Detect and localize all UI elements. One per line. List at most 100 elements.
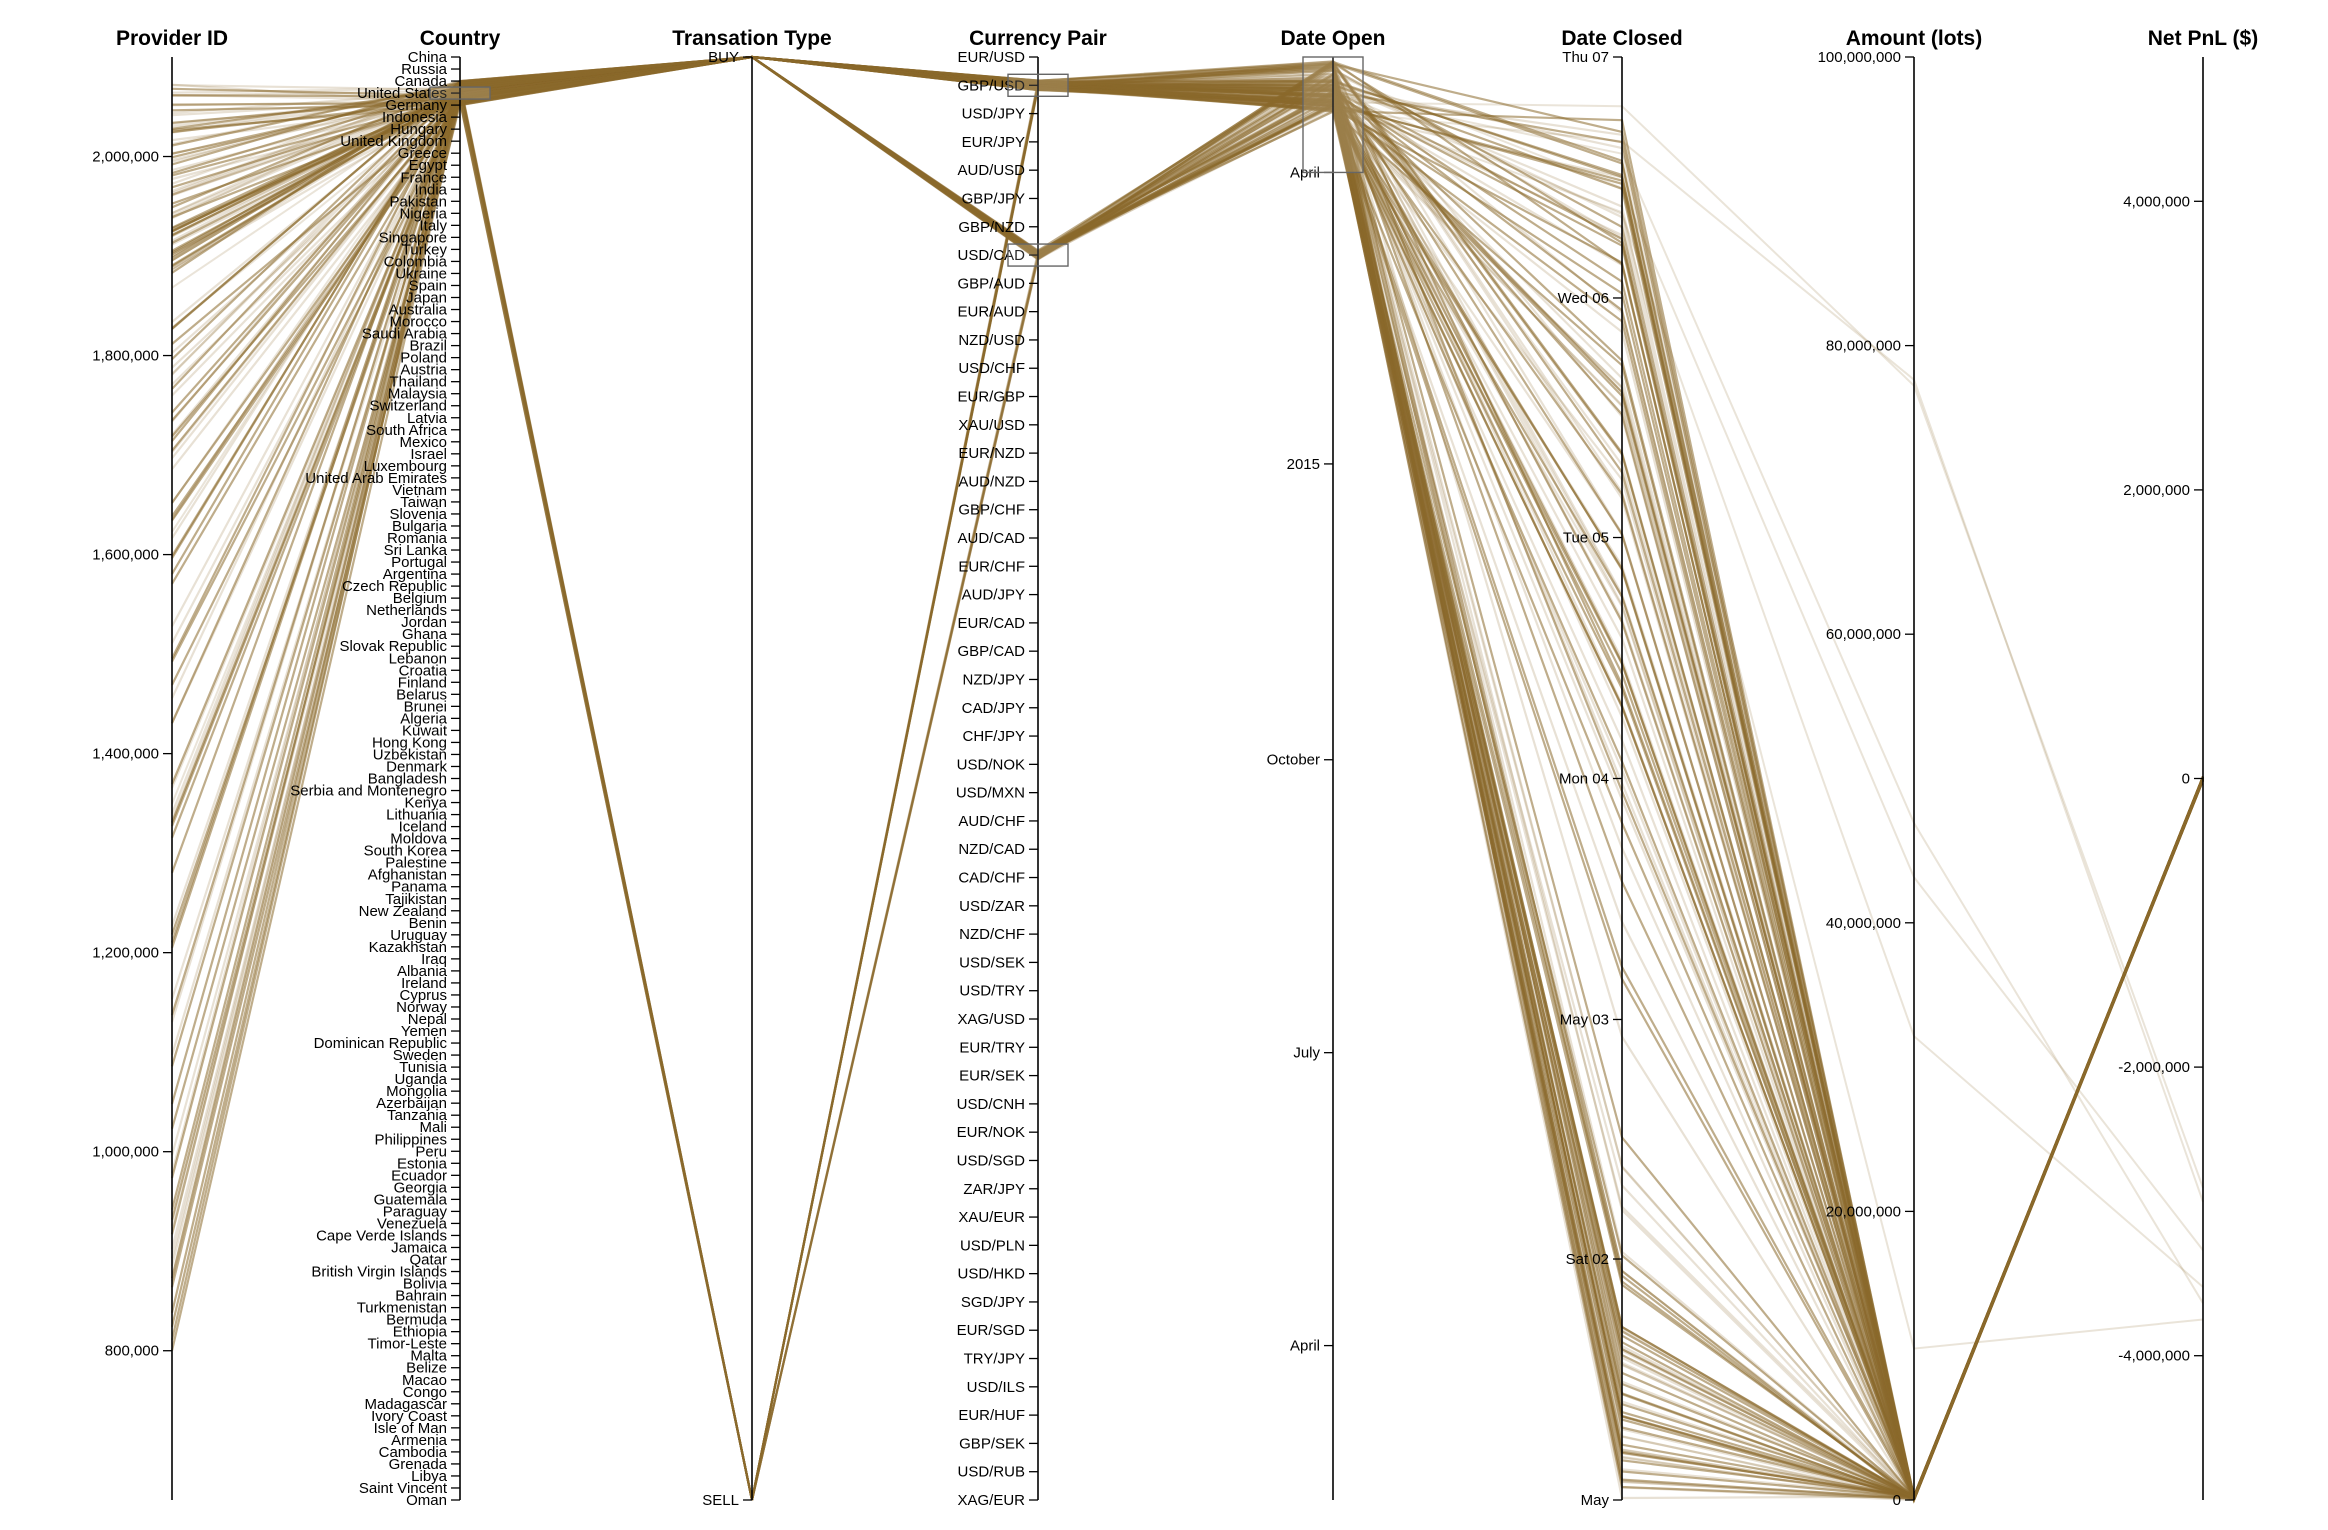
data-line — [172, 57, 2203, 1498]
data-line — [172, 57, 2203, 1499]
tick-label: USD/MXN — [956, 785, 1025, 802]
tick-label: Mon 04 — [1559, 771, 1609, 788]
data-line-faint — [172, 57, 2203, 1349]
data-line — [172, 57, 2203, 1498]
data-line — [172, 57, 2203, 1500]
data-line — [172, 57, 2203, 1497]
data-line — [172, 57, 2203, 1500]
brush-date-open[interactable] — [1303, 57, 1363, 172]
data-line — [172, 57, 2203, 1499]
data-line-faint — [172, 57, 2203, 1250]
tick-label: 1,800,000 — [92, 348, 159, 365]
brush-country[interactable] — [430, 87, 490, 99]
data-line — [172, 57, 2203, 1496]
tick-label: AUD/CHF — [958, 813, 1025, 830]
data-line — [172, 57, 2203, 1497]
data-line — [172, 57, 2203, 1500]
data-line — [172, 57, 2203, 1497]
data-line — [172, 57, 2203, 1496]
tick-label: EUR/USD — [957, 49, 1025, 66]
data-line — [172, 57, 2203, 1500]
tick-label: XAG/USD — [957, 1011, 1025, 1028]
tick-label: SGD/JPY — [961, 1294, 1025, 1311]
data-line — [172, 57, 2203, 1496]
tick-label: July — [1293, 1045, 1320, 1062]
data-line — [172, 57, 2203, 1498]
tick-label: USD/ILS — [967, 1379, 1025, 1396]
tick-label: EUR/NZD — [958, 445, 1025, 462]
tick-label: USD/TRY — [959, 983, 1025, 1000]
tick-label: May — [1581, 1492, 1610, 1509]
data-line — [172, 57, 2203, 1499]
data-line — [172, 57, 2203, 1497]
data-line — [172, 57, 2203, 1497]
tick-label: Oman — [406, 1492, 447, 1509]
data-line — [172, 57, 2203, 1499]
data-line — [172, 57, 2203, 1497]
tick-label: CAD/CHF — [958, 870, 1025, 887]
tick-label: 0 — [1893, 1492, 1901, 1509]
data-line — [172, 57, 2203, 1500]
data-line — [172, 57, 2203, 1497]
tick-label: EUR/CAD — [957, 615, 1025, 632]
data-line — [172, 57, 2203, 1499]
data-line-faint — [172, 57, 2203, 1188]
data-line — [172, 57, 2203, 1499]
data-line — [172, 57, 2203, 1497]
data-line — [172, 57, 2203, 1498]
data-line — [172, 57, 2203, 1500]
data-line — [172, 57, 2203, 1497]
data-line — [172, 57, 2203, 1498]
data-line — [172, 57, 2203, 1498]
tick-label: USD/SEK — [959, 954, 1025, 971]
data-line — [172, 57, 2203, 1498]
data-line — [172, 57, 2203, 1499]
data-line — [172, 57, 2203, 1500]
tick-label: EUR/AUD — [957, 304, 1025, 321]
tick-label: EUR/HUF — [958, 1407, 1025, 1424]
data-line — [172, 57, 2203, 1499]
data-line — [172, 57, 2203, 1497]
data-line — [172, 57, 2203, 1498]
tick-label: USD/PLN — [960, 1237, 1025, 1254]
tick-label: 1,600,000 — [92, 547, 159, 564]
tick-label: 4,000,000 — [2123, 193, 2190, 210]
data-line — [172, 57, 2203, 1496]
data-line — [172, 57, 2203, 1498]
data-line — [172, 57, 2203, 1499]
data-line — [172, 57, 2203, 1499]
data-line — [172, 57, 2203, 1497]
axis-title: Transation Type — [672, 27, 831, 50]
data-line — [172, 57, 2203, 1496]
data-line — [172, 57, 2203, 1496]
data-line — [172, 57, 2203, 1497]
tick-label: AUD/NZD — [958, 473, 1025, 490]
brush-currency-pair[interactable] — [1008, 244, 1068, 266]
data-line — [172, 57, 2203, 1497]
brush-currency-pair[interactable] — [1008, 74, 1068, 96]
data-line — [172, 57, 2203, 1499]
axis-title: Currency Pair — [969, 27, 1107, 50]
data-line — [172, 57, 2203, 1499]
tick-label: USD/CHF — [958, 360, 1025, 377]
tick-label: -4,000,000 — [2118, 1348, 2190, 1365]
data-line — [172, 57, 2203, 1498]
data-line — [172, 57, 2203, 1496]
data-line — [172, 57, 2203, 1497]
data-line — [172, 57, 2203, 1497]
data-line — [172, 57, 2203, 1497]
data-line — [172, 57, 2203, 1499]
data-line — [172, 57, 2203, 1497]
polyline-layer — [172, 57, 2203, 1500]
tick-label: XAG/EUR — [957, 1492, 1025, 1509]
tick-label: 2,000,000 — [92, 149, 159, 166]
data-line — [172, 57, 2203, 1498]
data-line — [172, 57, 2203, 1498]
data-line — [172, 57, 2203, 1499]
data-line — [172, 57, 2203, 1498]
data-line — [172, 57, 2203, 1500]
data-line — [172, 57, 2203, 1497]
tick-label: 1,200,000 — [92, 945, 159, 962]
data-line — [172, 57, 2203, 1497]
